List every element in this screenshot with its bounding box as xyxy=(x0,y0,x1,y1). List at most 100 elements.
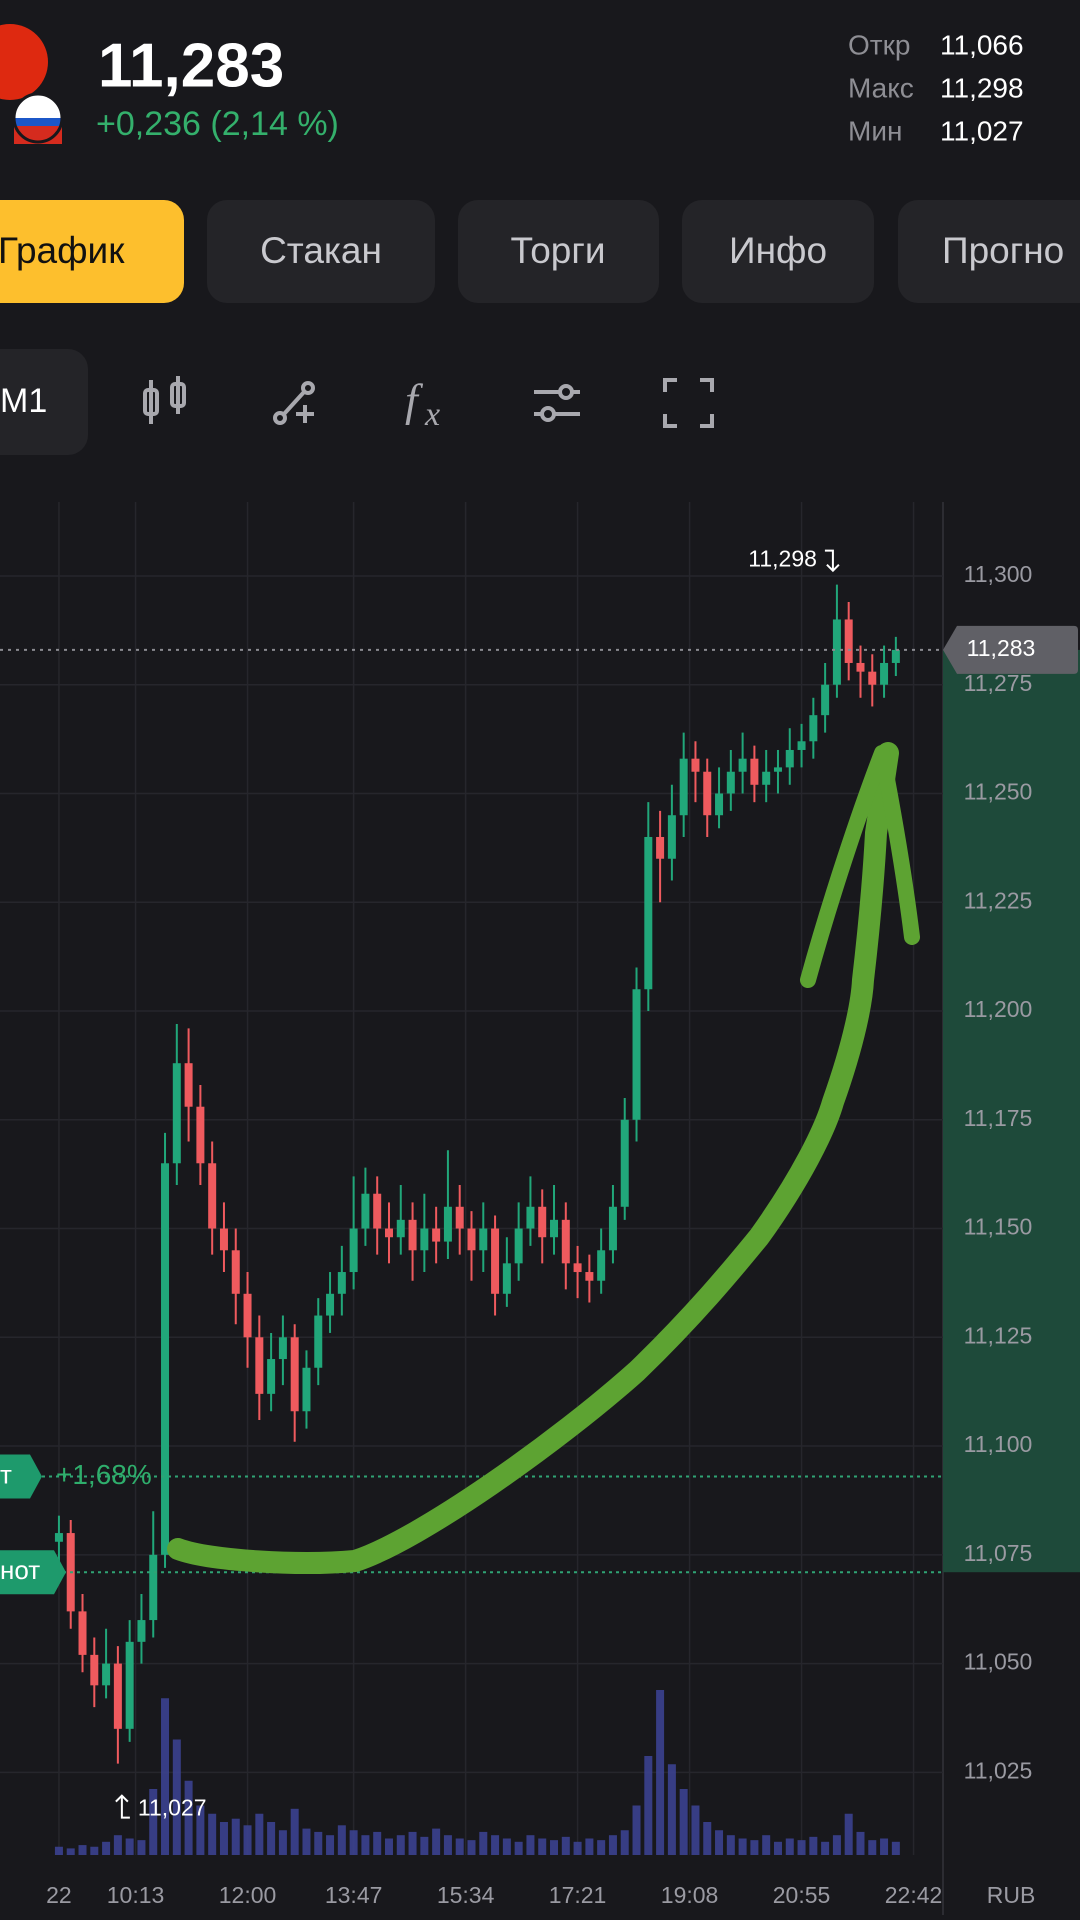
volume-bar xyxy=(526,1835,535,1855)
candle-body xyxy=(608,1206,617,1251)
candle-body xyxy=(597,1250,606,1281)
max-label: 11,298 xyxy=(748,546,817,572)
tab-active[interactable] xyxy=(0,200,184,303)
candle-body xyxy=(491,1228,500,1294)
candle-body xyxy=(526,1206,535,1229)
candle-body xyxy=(762,771,771,785)
flag-ru-ring xyxy=(12,92,64,144)
candle-body xyxy=(255,1337,264,1394)
volume-bar xyxy=(172,1739,181,1855)
interval-button[interactable] xyxy=(0,349,88,455)
volume-bar xyxy=(632,1805,641,1855)
volume-bar xyxy=(314,1831,323,1855)
candle-body xyxy=(880,662,889,685)
candle-body xyxy=(691,758,700,772)
tab[interactable] xyxy=(207,200,435,303)
candle-body xyxy=(467,1228,476,1251)
volume-bar xyxy=(184,1780,193,1855)
draw-icon[interactable] xyxy=(273,381,315,425)
volume-bar xyxy=(267,1822,276,1855)
tab[interactable] xyxy=(898,200,1080,303)
y-tick-label: 11,050 xyxy=(964,1649,1033,1675)
interval-label[interactable]: M1 xyxy=(0,382,47,420)
volume-bar xyxy=(78,1845,87,1855)
candle-body xyxy=(290,1337,299,1412)
volume-bar xyxy=(113,1835,122,1855)
candle-body xyxy=(726,771,735,794)
candle-body xyxy=(243,1293,252,1338)
volume-bar xyxy=(443,1835,452,1855)
candle-body xyxy=(832,619,841,685)
y-tick-label: 11,150 xyxy=(964,1214,1033,1240)
volume-bar xyxy=(196,1805,205,1855)
candle-body xyxy=(219,1228,228,1251)
tab-label[interactable]: Стакан xyxy=(260,230,382,271)
candle-body xyxy=(502,1263,511,1294)
price-range-shade xyxy=(943,649,1080,1573)
candle-body xyxy=(113,1663,122,1729)
volume-bar xyxy=(821,1841,830,1855)
y-tick-label: 11,200 xyxy=(964,996,1033,1022)
volume-bar xyxy=(278,1830,287,1855)
volume-bar xyxy=(550,1840,559,1855)
x-tick-label: 17:21 xyxy=(549,1882,607,1908)
annotation-arrowhead xyxy=(800,745,920,988)
min-arrow xyxy=(115,1794,130,1819)
candle-body xyxy=(891,649,900,663)
tab-label[interactable]: Прогно xyxy=(942,230,1064,271)
candle-body xyxy=(479,1228,488,1251)
candle-body xyxy=(137,1620,146,1642)
currency-label: RUB xyxy=(987,1882,1036,1908)
tab-label[interactable]: График xyxy=(0,230,125,271)
volume-bar xyxy=(455,1838,464,1855)
candle-body xyxy=(550,1219,559,1238)
candle-body xyxy=(54,1533,63,1542)
volume-bar xyxy=(703,1822,712,1855)
candle-body xyxy=(773,767,782,772)
settings-icon[interactable] xyxy=(534,384,580,422)
volume-bar xyxy=(809,1836,818,1855)
candle-body xyxy=(102,1663,111,1686)
candle-body xyxy=(443,1206,452,1242)
candle-body xyxy=(514,1228,523,1264)
candle-body xyxy=(161,1163,170,1555)
tab-label[interactable]: Инфо xyxy=(729,230,827,271)
candle-body xyxy=(750,758,759,785)
y-tick-label: 11,175 xyxy=(964,1105,1033,1131)
candle-body xyxy=(231,1250,240,1294)
plot: 11,025 11,050 11,075 11,100 11,125 11,150 11,1… xyxy=(0,502,1080,1915)
indicator-icon-x[interactable]: x xyxy=(424,396,440,433)
stat-label: Откр xyxy=(848,29,910,60)
volume-bar xyxy=(597,1840,606,1855)
candle-body xyxy=(349,1228,358,1273)
candle-body xyxy=(125,1641,134,1729)
tab[interactable] xyxy=(458,200,659,303)
price: 11,283 xyxy=(98,31,284,100)
volume-bar xyxy=(149,1789,158,1855)
candle-body xyxy=(278,1337,287,1360)
candle-body xyxy=(620,1119,629,1207)
volume-bar xyxy=(349,1830,358,1855)
candle-body xyxy=(267,1359,276,1394)
tab[interactable] xyxy=(682,200,874,303)
volume-bar xyxy=(420,1836,429,1855)
volume-bar xyxy=(337,1825,346,1855)
candle-body xyxy=(361,1193,370,1229)
stat-label: Мин xyxy=(848,115,902,146)
current-price-label: 11,283 xyxy=(967,635,1036,661)
tab-label[interactable]: Торги xyxy=(510,230,605,271)
x-tick-label: 22:42 xyxy=(885,1882,943,1908)
volume-bar xyxy=(467,1840,476,1855)
volume-bar xyxy=(479,1831,488,1855)
candle-body xyxy=(208,1163,217,1229)
volume-bar xyxy=(491,1835,500,1855)
candle-icon[interactable] xyxy=(143,376,186,424)
candle-body xyxy=(703,771,712,816)
volume-bar xyxy=(502,1838,511,1855)
volume-bar xyxy=(620,1830,629,1855)
volume-bar xyxy=(656,1690,665,1855)
fullscreen-icon[interactable] xyxy=(663,378,714,428)
candle-body xyxy=(408,1219,417,1251)
volume-bar xyxy=(644,1756,653,1855)
